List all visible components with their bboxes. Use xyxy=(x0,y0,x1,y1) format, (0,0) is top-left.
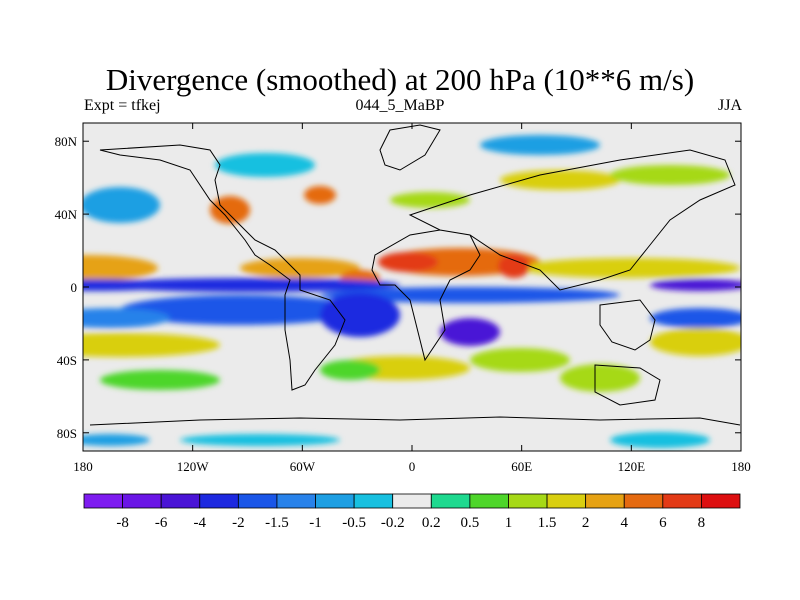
contour-region xyxy=(650,279,741,291)
colorbar-label: -0.5 xyxy=(342,515,366,531)
y-tick-label: 40S xyxy=(57,353,77,368)
contour-region xyxy=(378,252,438,272)
map-field xyxy=(83,123,741,451)
colorbar-label: 4 xyxy=(620,515,628,531)
colorbar-swatch xyxy=(623,493,664,509)
colorbar-swatch xyxy=(392,493,432,509)
colorbar-swatch xyxy=(585,493,625,509)
colorbar-label: 0.5 xyxy=(461,515,480,531)
colorbar-label: -0.2 xyxy=(381,515,405,531)
contour-region xyxy=(304,186,336,204)
contour-region xyxy=(120,295,360,325)
chart-title: Divergence (smoothed) at 200 hPa (10**6 … xyxy=(105,62,695,97)
case-label: 044_5_MaBP xyxy=(355,97,445,114)
contour-region xyxy=(390,192,470,208)
colorbar-swatch xyxy=(315,493,355,509)
colorbar-label: 6 xyxy=(659,515,667,531)
contour-region xyxy=(470,348,570,372)
continent-outlines xyxy=(89,124,741,426)
experiment-label: Expt = tfkej xyxy=(84,97,161,114)
colorbar-label: -8 xyxy=(116,515,129,531)
contour-region xyxy=(320,360,380,380)
contour-region xyxy=(480,135,600,155)
contour-region xyxy=(180,434,340,446)
season-label: JJA xyxy=(717,97,742,114)
contour-region xyxy=(650,308,741,328)
colorbar-label: -6 xyxy=(155,515,168,531)
colorbar-swatch xyxy=(353,493,394,509)
y-tick-label: 40N xyxy=(55,207,78,222)
colorbar-swatch xyxy=(83,493,123,509)
contour-region xyxy=(440,318,500,346)
colorbar-swatch xyxy=(701,493,741,509)
colorbar-swatch xyxy=(160,493,201,509)
colorbar-label: 8 xyxy=(698,515,706,531)
colorbar-swatch xyxy=(237,493,278,509)
contour-region xyxy=(240,258,360,278)
contour-region xyxy=(610,432,710,448)
colorbar-label: -1.5 xyxy=(265,515,289,531)
contour-region xyxy=(520,258,740,278)
contour-region xyxy=(320,293,400,337)
colorbar-label: -1 xyxy=(309,515,322,531)
contour-region xyxy=(610,165,730,185)
colorbar-label: 2 xyxy=(582,515,590,531)
colorbar-swatch xyxy=(508,493,548,509)
colorbar-label: -2 xyxy=(232,515,245,531)
colorbar: -8 -6 -4 -2 -1.5 -1 -0.5 -0.2 0.2 0.5 1 1.5 2 4 6 8 xyxy=(83,493,741,531)
colorbar-swatch xyxy=(469,493,509,509)
colorbar-swatch xyxy=(546,493,587,509)
x-axis: 180 120W 60W 0 60E 120E 180 xyxy=(73,123,751,474)
contour-region xyxy=(100,370,220,390)
y-axis: 80N 40N 0 40S 80S xyxy=(55,134,741,441)
x-tick-label: 0 xyxy=(409,459,416,474)
colorbar-swatch xyxy=(276,493,316,509)
colorbar-label: 1.5 xyxy=(538,515,557,531)
contour-region xyxy=(215,153,315,177)
contour-region xyxy=(560,364,640,392)
colorbar-swatch xyxy=(662,493,702,509)
divergence-contours xyxy=(83,135,741,448)
colorbar-label: 0.2 xyxy=(422,515,441,531)
contour-region xyxy=(320,287,620,303)
x-tick-label: 180 xyxy=(73,459,93,474)
contour-region xyxy=(100,278,400,292)
contour-region xyxy=(650,328,741,356)
y-tick-label: 80S xyxy=(57,426,77,441)
colorbar-swatch xyxy=(122,493,162,509)
contour-region xyxy=(83,333,220,357)
y-tick-label: 80N xyxy=(55,134,78,149)
colorbar-label: -4 xyxy=(194,515,207,531)
colorbar-swatch xyxy=(430,493,471,509)
contour-region xyxy=(500,170,620,190)
x-tick-label: 60E xyxy=(511,459,532,474)
colorbar-label: 1 xyxy=(505,515,513,531)
x-tick-label: 60W xyxy=(290,459,316,474)
contour-region xyxy=(210,196,250,224)
contour-region xyxy=(83,187,160,223)
x-tick-label: 180 xyxy=(731,459,751,474)
x-tick-label: 120W xyxy=(177,459,210,474)
contour-region xyxy=(83,434,150,446)
x-tick-label: 120E xyxy=(618,459,646,474)
contour-region xyxy=(498,254,530,278)
contour-region xyxy=(83,255,158,281)
y-tick-label: 0 xyxy=(71,280,78,295)
contour-region xyxy=(83,308,170,328)
colorbar-swatch xyxy=(199,493,239,509)
